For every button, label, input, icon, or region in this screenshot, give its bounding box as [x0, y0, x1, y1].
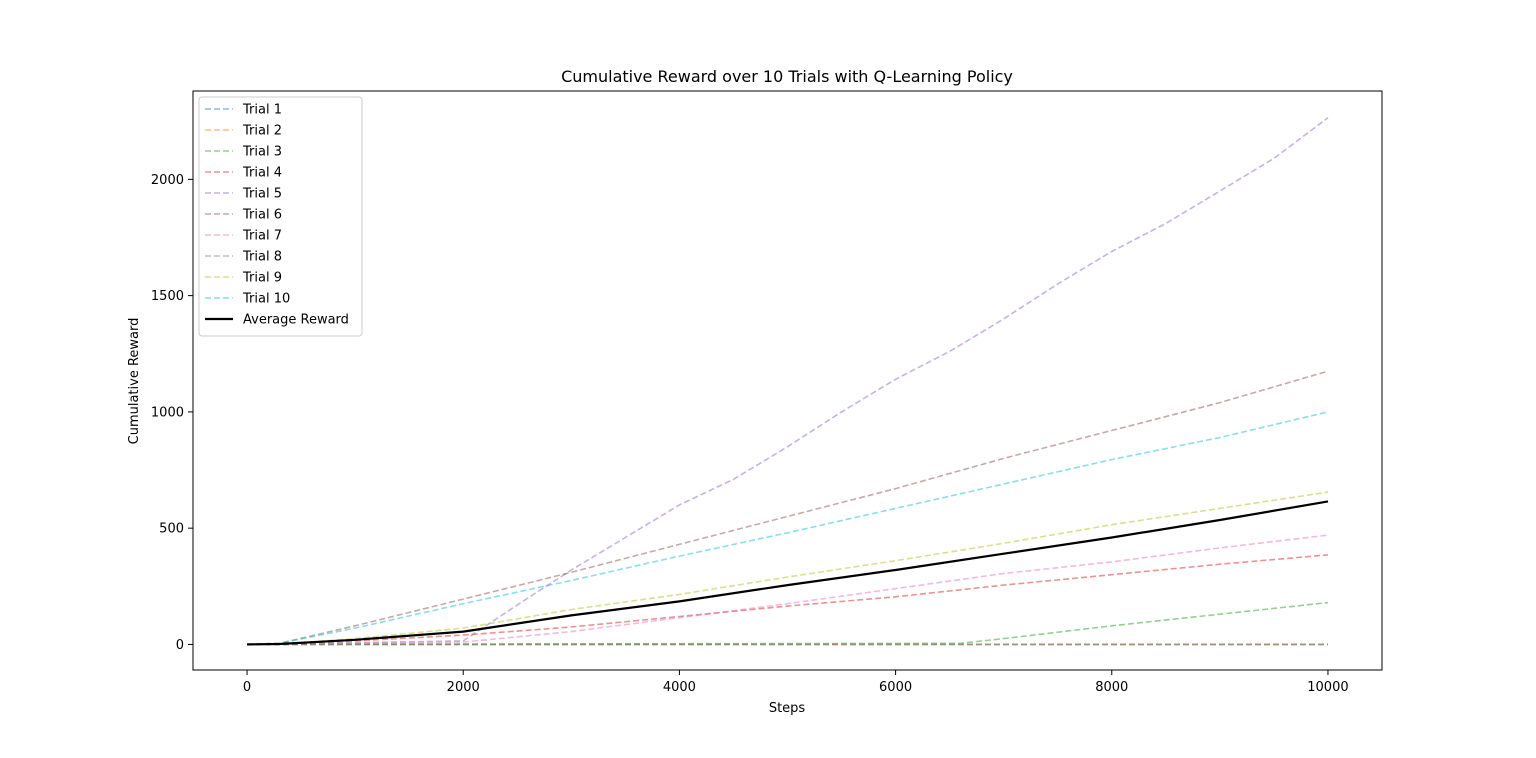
series-line-7 — [246, 534, 1329, 646]
legend-box — [198, 96, 363, 337]
legend-label-9: Trial 9 — [242, 271, 282, 286]
legend-label-4: Trial 4 — [242, 166, 282, 181]
series-line-3 — [246, 601, 1329, 646]
y-axis: 0 500 1000 1500 2000 — [151, 173, 193, 653]
legend-label-5: Trial 5 — [242, 187, 282, 202]
legend-label-3: Trial 3 — [242, 145, 282, 160]
y-tick-label-3: 1500 — [151, 289, 184, 304]
series-layer — [246, 117, 1329, 646]
x-axis: 0 2000 4000 6000 8000 10000 — [243, 670, 1349, 695]
y-tick-label-4: 2000 — [151, 173, 184, 188]
y-axis-label: Cumulative Reward — [127, 318, 142, 445]
legend-label-1: Trial 1 — [242, 103, 282, 118]
chart-title: Cumulative Reward over 10 Trials with Q-… — [561, 67, 1013, 86]
legend-label-8: Trial 8 — [242, 250, 282, 265]
x-tick-label-0: 0 — [243, 680, 251, 695]
x-tick-label-3: 6000 — [879, 680, 912, 695]
series-line-11 — [246, 500, 1329, 646]
legend-label-6: Trial 6 — [242, 208, 282, 223]
legend-label-7: Trial 7 — [242, 229, 282, 244]
y-tick-label-0: 0 — [176, 638, 184, 653]
x-tick-label-4: 8000 — [1095, 680, 1128, 695]
x-tick-label-1: 2000 — [447, 680, 480, 695]
legend-label-2: Trial 2 — [242, 124, 282, 139]
legend: Trial 1 Trial 2 Trial 3 Trial 4 Trial 5 Trial… — [198, 96, 363, 337]
series-line-10 — [246, 411, 1329, 646]
y-tick-label-2: 1000 — [151, 405, 184, 420]
legend-label-11: Average Reward — [243, 313, 349, 328]
plot-area-frame — [192, 90, 1383, 671]
series-line-6 — [246, 370, 1329, 646]
x-tick-label-5: 10000 — [1307, 680, 1348, 695]
x-tick-label-2: 4000 — [663, 680, 696, 695]
series-line-5 — [246, 117, 1329, 646]
legend-label-10: Trial 10 — [242, 292, 290, 307]
y-tick-label-1: 500 — [159, 522, 184, 537]
x-axis-label: Steps — [769, 701, 806, 716]
